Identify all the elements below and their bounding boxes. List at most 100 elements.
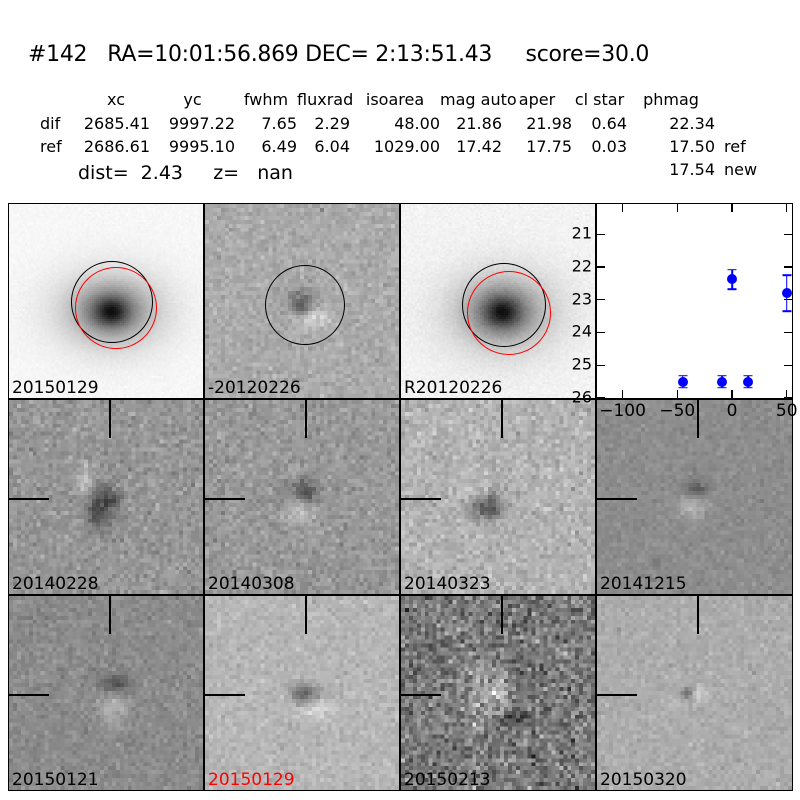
y-tick-label: 24 [571,322,592,342]
cutout-image [401,400,595,594]
y-tick [597,299,605,301]
y-tick [784,397,792,399]
cutout-image [401,596,595,790]
x-tick-label: −50 [659,401,696,421]
data-point [727,274,738,285]
measurement-row: 17.54 new [40,161,757,178]
cell-value: 2686.61 [83,137,150,156]
cell-value [440,161,502,178]
cutout-date-label: 20150121 [12,770,99,790]
column-header: fwhm [243,90,289,109]
cutout-date-label: 20150129 [208,770,295,790]
x-tick [676,390,679,398]
row-label: ref [40,137,62,156]
cell-value: 17.42 [456,137,502,156]
cell-value: 9997.22 [168,114,235,133]
y-tick [784,364,792,366]
cell-value [350,161,440,178]
row-suffix: new [724,160,758,179]
row-label: dif [40,114,61,133]
cutout-date-label: 20150129 [12,378,99,398]
cell-value: 17.75 [526,137,572,156]
cell-value [297,161,350,178]
y-tick [784,331,792,334]
y-tick-label: 26 [571,387,592,407]
measurement-row: dif 2685.41 9997.22 7.65 2.29 48.00 21.86 21.98… [40,115,715,132]
x-tick [622,204,624,212]
cell-value: 21.86 [456,114,502,133]
dist-z-line: dist= 2.43 z= nan [78,162,293,184]
data-point [677,376,688,387]
aperture-circle [467,271,551,355]
position-tick-left [597,498,637,500]
cutout-panel-20150129: 20150129 [8,203,204,399]
cutout-panel-20150121: 20150121 [8,595,204,791]
error-bar-cap [727,288,737,290]
error-bar-cap [782,274,792,276]
error-bar-cap [727,268,737,271]
cell-value: 22.34 [669,114,715,133]
cutout-image [597,596,792,790]
error-bar-cap [717,374,727,377]
position-tick-left [597,694,637,696]
position-tick-left [9,498,49,500]
position-tick-left [205,694,245,696]
cutout-date-label: R20120226 [404,378,503,398]
position-tick-top [305,400,307,438]
y-tick [784,266,792,268]
cutout-date-label: 20140323 [404,574,491,594]
cell-value: 7.65 [261,114,297,133]
y-tick [597,331,605,334]
cell-value: 0.03 [591,137,627,156]
position-tick-left [205,498,245,500]
cutout-panel--20120226: -20120226 [204,203,400,399]
x-tick [676,204,679,212]
y-tick-label: 23 [571,289,592,309]
y-tick [784,299,792,301]
row-label [40,91,82,108]
error-bar-cap [678,386,688,389]
cell-value: 2685.41 [83,114,150,133]
cell-value [572,161,627,178]
column-header: yc [183,90,202,109]
y-tick [597,233,605,235]
cutout-panel-20140323: 20140323 [400,399,596,595]
x-tick [731,390,733,398]
cutout-panel-20150129: 20150129 [204,595,400,791]
position-tick-left [401,498,441,500]
position-tick-top [501,400,503,438]
column-header: cl star [574,90,625,109]
cutout-date-label: 20150213 [404,770,491,790]
cutout-image [9,400,203,594]
measurement-row: ref 2686.61 9995.10 6.49 6.04 1029.00 17.42 17.… [40,138,746,155]
cutout-panel-20150213: 20150213 [400,595,596,791]
y-tick [597,397,605,399]
x-tick [786,390,788,398]
cutout-date-label: 20140228 [12,574,99,594]
row-label [40,161,82,178]
position-tick-top [305,596,307,634]
y-tick-label: 22 [571,256,592,276]
cutout-date-label: -20120226 [208,378,301,398]
cell-value: 48.00 [394,114,440,133]
cell-value: 1029.00 [373,137,440,156]
column-header: mag auto [440,90,517,109]
x-tick [731,204,733,212]
y-tick-label: 21 [571,223,592,243]
data-point [743,376,754,387]
error-bar-cap [678,374,688,377]
position-tick-top [109,596,111,634]
column-header: xc [107,90,125,109]
position-tick-left [401,694,441,696]
position-tick-left [9,694,49,696]
position-tick-top [697,400,699,438]
x-tick [622,390,624,398]
cutout-image [205,596,399,790]
y-tick-label: 25 [571,354,592,374]
cutout-image [205,400,399,594]
column-header: isoarea [365,90,425,109]
error-bar-cap [743,374,753,377]
cutout-panel-20150320: 20150320 [596,595,793,791]
error-bar-cap [743,386,753,389]
cutout-date-label: 20140308 [208,574,295,594]
